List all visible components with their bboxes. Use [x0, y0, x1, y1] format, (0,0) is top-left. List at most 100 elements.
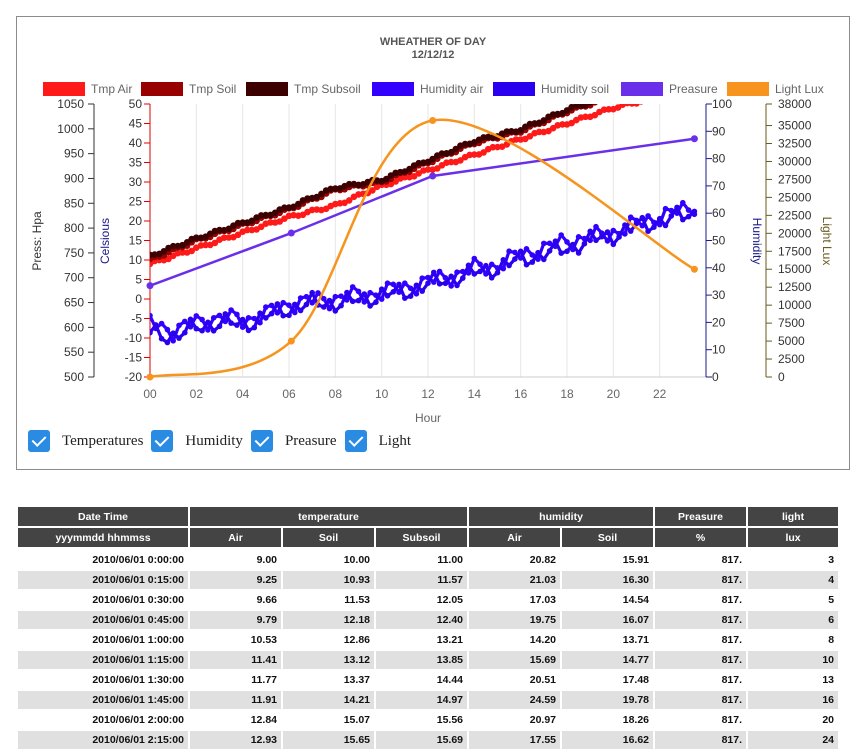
- series-0: [150, 104, 644, 268]
- pressure-tick-label: 1000: [57, 122, 84, 136]
- table-row[interactable]: 2010/06/01 1:45:00 11.91 14.21 14.97 24.59 19…: [16, 689, 841, 711]
- data-point: [684, 70, 691, 77]
- checkbox-checked-icon[interactable]: [151, 430, 174, 452]
- data-point: [164, 326, 171, 333]
- data-point: [355, 297, 362, 304]
- data-point: [610, 91, 617, 98]
- data-point: [460, 275, 466, 281]
- subheader-temp-air[interactable]: Air: [188, 526, 283, 550]
- table-cell: 20.97: [467, 709, 563, 731]
- data-point: [564, 239, 570, 245]
- light-tick-label: 27500: [778, 172, 812, 186]
- data-point: [517, 127, 524, 134]
- table-row[interactable]: 2010/06/01 0:45:00 9.79 12.18 12.40 19.75 16.…: [16, 609, 841, 631]
- data-point: [457, 157, 464, 164]
- table-cell: 2010/06/01 2:00:00: [16, 709, 190, 731]
- data-point: [182, 318, 188, 325]
- table-cell: 18.26: [560, 709, 656, 731]
- header-preasure[interactable]: Preasure: [653, 505, 749, 528]
- data-point: [639, 214, 646, 221]
- subheader-hum-soil[interactable]: Soil: [560, 526, 656, 550]
- table-cell: 12.84: [188, 709, 283, 731]
- legend-label: Light Lux: [775, 82, 824, 96]
- data-point: [146, 282, 154, 290]
- x-tick-label: 12: [421, 387, 435, 401]
- data-point: [652, 74, 659, 81]
- subheader-light-unit[interactable]: lux: [746, 526, 841, 550]
- header-humidity[interactable]: humidity: [467, 505, 656, 528]
- table-cell: 17.03: [467, 589, 563, 611]
- filter-light[interactable]: Light: [344, 430, 411, 452]
- table-row[interactable]: 2010/06/01 0:30:00 9.66 11.53 12.05 17.03 14.…: [16, 589, 841, 611]
- table-cell: 9.66: [188, 589, 283, 611]
- table-cell: 13: [746, 669, 841, 691]
- data-point: [402, 295, 408, 301]
- checkbox-checked-icon[interactable]: [250, 430, 273, 452]
- table-cell: 2010/06/01 1:15:00: [16, 649, 190, 671]
- celsius-tick-label: 20: [129, 214, 143, 228]
- subheader-datetime-format[interactable]: yyymmdd hhmmss: [16, 526, 190, 550]
- x-tick-label: 14: [468, 387, 482, 401]
- data-point: [615, 88, 622, 95]
- data-point: [593, 223, 599, 230]
- table-cell: 15.69: [467, 649, 563, 671]
- table-cell: 24: [746, 729, 841, 751]
- data-point: [666, 71, 673, 78]
- light-tick-label: 2500: [778, 352, 805, 366]
- data-point: [675, 72, 682, 79]
- table-cell: 15.56: [373, 709, 470, 731]
- light-tick-label: 10000: [778, 298, 812, 312]
- subheader-pressure-unit[interactable]: %: [653, 526, 749, 550]
- table-row[interactable]: 2010/06/01 2:00:00 12.84 15.07 15.56 20.97 18…: [16, 709, 841, 731]
- data-point: [587, 228, 593, 235]
- x-tick-label: 10: [375, 387, 389, 401]
- table-cell: 11.41: [188, 649, 283, 671]
- subheader-temp-subsoil[interactable]: Subsoil: [373, 526, 470, 550]
- table-row[interactable]: 2010/06/01 1:30:00 11.77 13.37 14.44 20.51 17…: [16, 669, 841, 691]
- checkbox-checked-icon[interactable]: [28, 430, 50, 452]
- table-cell: 2010/06/01 0:15:00: [16, 569, 190, 591]
- table-row[interactable]: 2010/06/01 0:00:00 9.00 10.00 11.00 20.82 15.…: [16, 547, 841, 571]
- pressure-tick-label: 750: [64, 246, 84, 260]
- x-tick-label: 06: [282, 387, 296, 401]
- filter-humidity[interactable]: Humidity: [151, 430, 243, 452]
- subheader-temp-soil[interactable]: Soil: [281, 526, 376, 550]
- data-point: [512, 136, 520, 143]
- humidity-tick-label: 40: [712, 261, 726, 275]
- header-temperature[interactable]: temperature: [187, 505, 470, 528]
- header-date-time[interactable]: Date Time: [16, 505, 190, 528]
- table-row[interactable]: 2010/06/01 1:00:00 10.53 12.86 13.21 14.20 13…: [16, 629, 841, 651]
- table-row[interactable]: 2010/06/01 2:15:00 12.93 15.65 15.69 17.55 16…: [16, 729, 841, 751]
- checkbox-checked-icon[interactable]: [344, 430, 367, 452]
- table-cell: 817.: [653, 629, 749, 651]
- data-point: [454, 282, 460, 289]
- pressure-tick-label: 650: [64, 296, 84, 310]
- pressure-tick-label: 800: [64, 221, 84, 235]
- data-point: [564, 248, 570, 255]
- data-point: [685, 207, 692, 213]
- humidity-tick-label: 70: [712, 179, 726, 193]
- data-point: [263, 304, 269, 310]
- data-point: [541, 240, 547, 247]
- data-point: [512, 256, 518, 262]
- filter-humidity-label: Humidity: [185, 432, 243, 449]
- light-tick-label: 15000: [778, 262, 812, 276]
- subheader-hum-air[interactable]: Air: [467, 526, 563, 550]
- data-point: [605, 106, 612, 113]
- header-light[interactable]: light: [746, 505, 841, 528]
- data-point: [693, 74, 700, 81]
- data-point: [401, 173, 409, 181]
- data-point: [429, 172, 437, 180]
- filter-temperatures[interactable]: Temperatures: [28, 430, 143, 452]
- table-row[interactable]: 2010/06/01 0:15:00 9.25 10.93 11.57 21.03 16.…: [16, 569, 841, 591]
- data-point: [471, 151, 478, 158]
- data-point: [691, 208, 698, 215]
- filter-preasure[interactable]: Preasure: [250, 430, 337, 452]
- data-point: [546, 248, 553, 254]
- data-point: [292, 301, 298, 308]
- table-cell: 2010/06/01 0:45:00: [16, 609, 190, 631]
- data-point: [234, 231, 242, 239]
- table-row[interactable]: 2010/06/01 1:15:00 11.41 13.12 13.85 15.69 14…: [16, 649, 841, 671]
- data-point: [407, 293, 414, 300]
